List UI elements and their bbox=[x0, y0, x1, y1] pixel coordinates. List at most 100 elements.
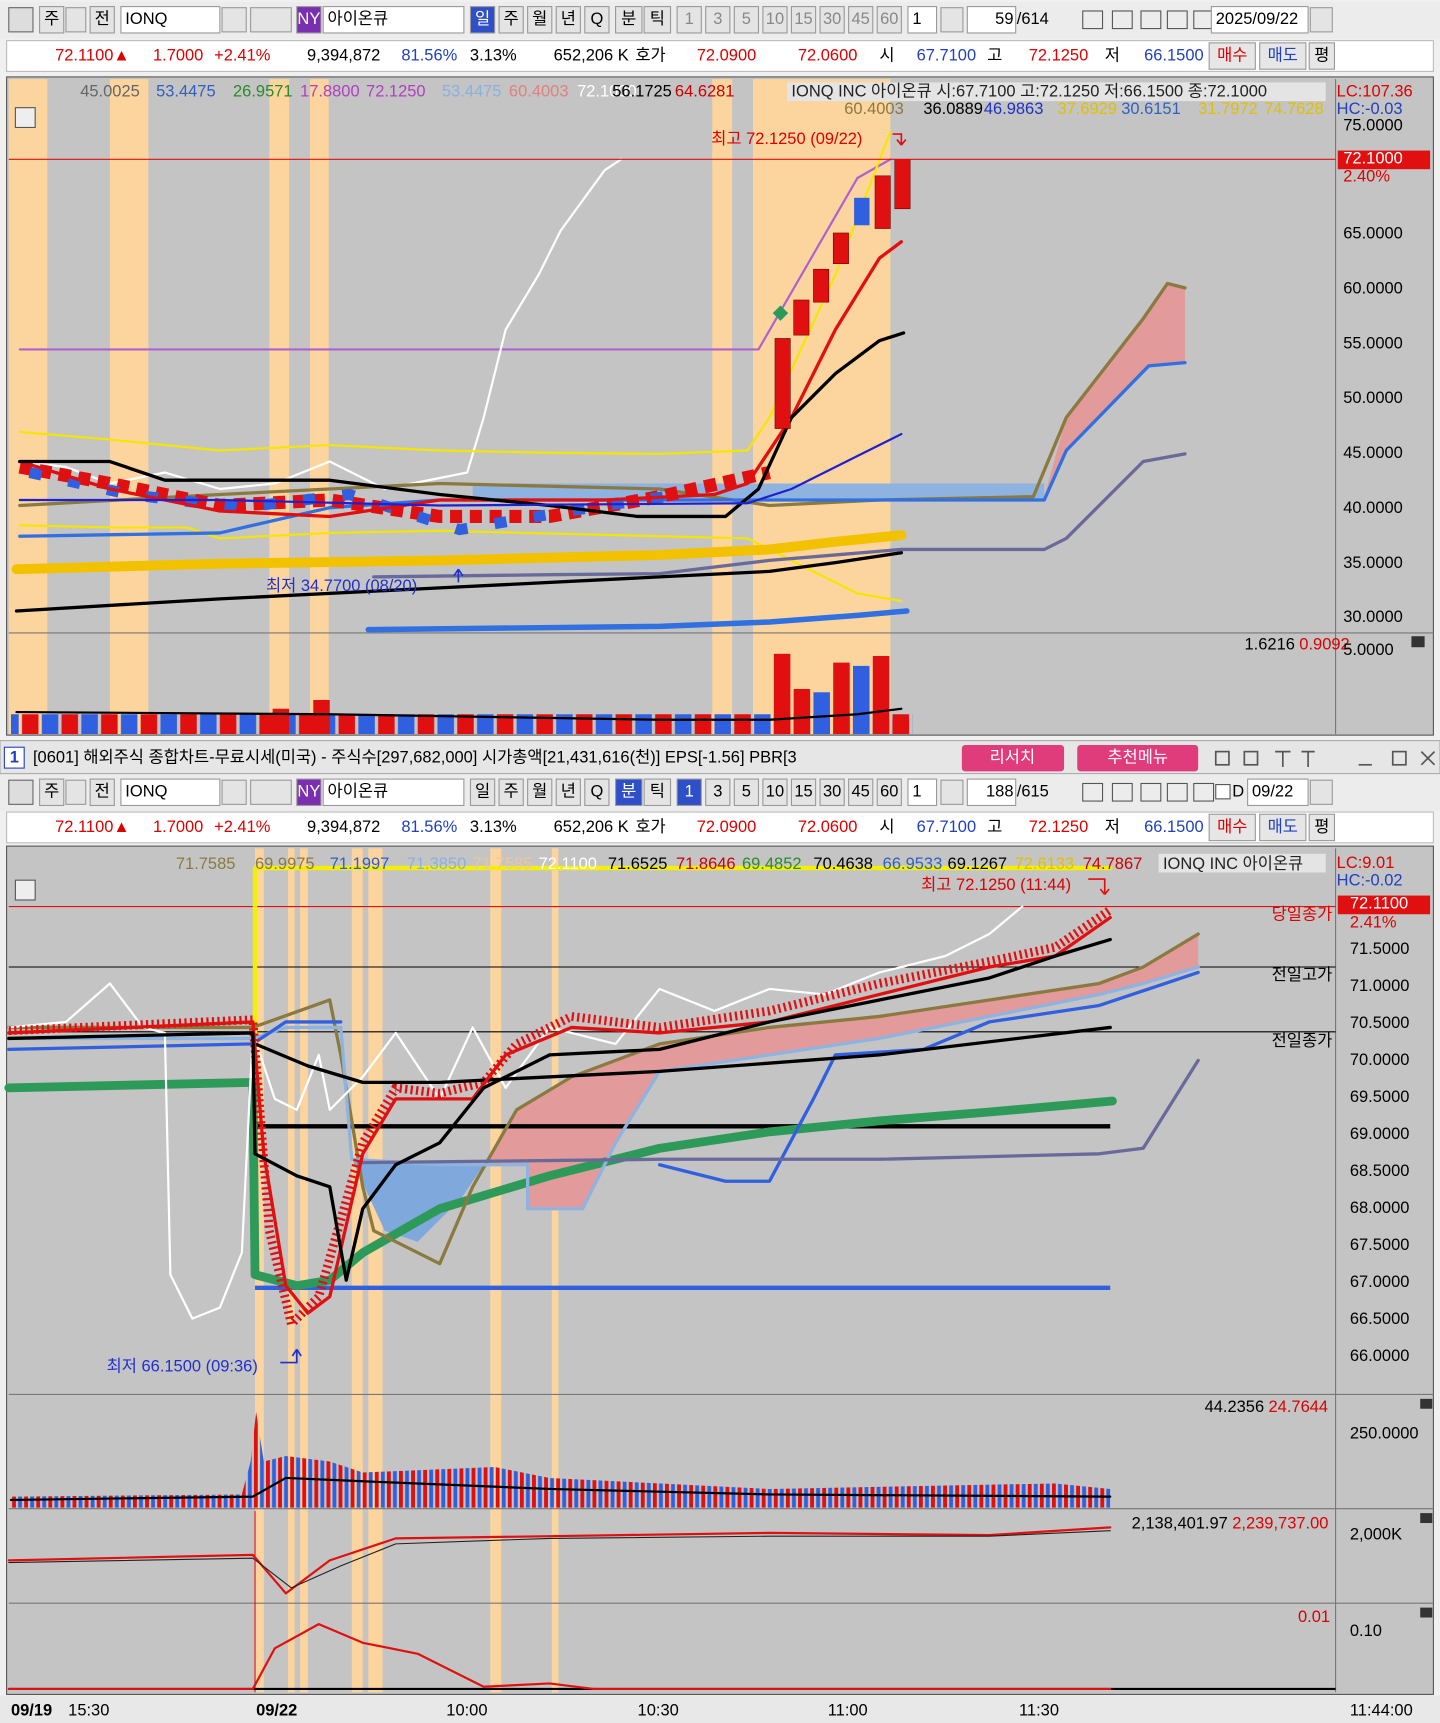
tool-icon bbox=[1111, 10, 1133, 30]
button-label: 주 bbox=[44, 10, 59, 28]
button-label: 년 bbox=[561, 783, 576, 801]
quote-value: +2.41% bbox=[214, 818, 271, 836]
indicator-value: 53.4475 bbox=[442, 83, 502, 101]
field bbox=[733, 778, 760, 807]
field bbox=[120, 778, 221, 807]
field bbox=[1247, 778, 1309, 807]
field bbox=[584, 6, 610, 34]
reference-line-label: 당일종가 bbox=[1272, 906, 1333, 924]
button-label: 매수 bbox=[1217, 818, 1247, 836]
field bbox=[966, 778, 1017, 807]
indicator-value: 74.7628 bbox=[1264, 100, 1324, 118]
button-label: 평 bbox=[1314, 818, 1329, 836]
field bbox=[848, 6, 874, 34]
quote-value: 72.1100▲ bbox=[55, 46, 130, 64]
tool-icon bbox=[1111, 782, 1133, 802]
button-label: 평 bbox=[1314, 46, 1329, 64]
time-axis-label: 09/22 bbox=[256, 1701, 297, 1719]
indicator-value: IONQ INC 아이온큐 시:67.7100 고:72.1250 저:66.1… bbox=[791, 83, 1267, 101]
button-label: 15 bbox=[794, 783, 812, 801]
quote-value: 72.0600 bbox=[798, 46, 858, 64]
field bbox=[705, 6, 731, 34]
high-note: 최고 72.1250 (09/22) bbox=[711, 130, 862, 148]
time-axis-label: 10:00 bbox=[446, 1701, 487, 1719]
quote-value: 72.1250 bbox=[1029, 46, 1089, 64]
indicator-value: 72.1000 bbox=[577, 83, 637, 101]
price-axis-label: 69.0000 bbox=[1350, 1125, 1410, 1143]
button-label: 15 bbox=[794, 10, 812, 28]
window-title: [0601] 해외주식 종합차트-무료시세(미국) - 주식수[297,682,… bbox=[33, 749, 797, 767]
quote-value: 67.7100 bbox=[917, 818, 977, 836]
hc-value: HC:-0.02 bbox=[1337, 872, 1403, 890]
field bbox=[676, 778, 702, 807]
field bbox=[39, 778, 65, 807]
field bbox=[762, 778, 788, 807]
indicator-value: 37.6929 bbox=[1057, 100, 1117, 118]
order-button bbox=[1208, 42, 1256, 70]
indicator-value: 60.4003 bbox=[509, 83, 569, 101]
volume-value: 44.2356 bbox=[1205, 1398, 1265, 1416]
field bbox=[469, 778, 496, 807]
indicator-value: 71.7585 bbox=[473, 855, 533, 873]
field bbox=[907, 778, 938, 807]
field bbox=[1210, 6, 1309, 34]
quote-value: 고 bbox=[987, 46, 1002, 64]
order-button bbox=[1208, 813, 1256, 842]
obv-value: 2,138,401.97 bbox=[1132, 1514, 1228, 1532]
icon-button bbox=[1309, 7, 1333, 33]
current-rate: 2.41% bbox=[1350, 913, 1397, 931]
button-label: Q bbox=[590, 783, 603, 801]
button-label: 30 bbox=[823, 10, 841, 28]
indicator-value: 71.7585 bbox=[176, 855, 236, 873]
price-axis-label: 50.0000 bbox=[1343, 389, 1403, 407]
low-note: 최저 34.7700 (08/20) bbox=[266, 577, 417, 595]
field bbox=[876, 6, 902, 34]
quote-value: 시 bbox=[879, 818, 894, 836]
indicator-value: 30.6151 bbox=[1121, 100, 1181, 118]
field bbox=[615, 6, 643, 34]
indicator-value: 17.8800 bbox=[300, 83, 360, 101]
price-axis-label: 70.0000 bbox=[1350, 1051, 1410, 1069]
field-text: 09/22 bbox=[1252, 783, 1293, 801]
field bbox=[733, 6, 760, 34]
field bbox=[555, 6, 581, 34]
time-axis-label: 11:30 bbox=[1019, 1701, 1059, 1719]
button-label: 10 bbox=[766, 783, 784, 801]
price-axis-label: 55.0000 bbox=[1343, 334, 1403, 352]
time-axis-label: 11:00 bbox=[828, 1701, 868, 1719]
tool-icon bbox=[1082, 782, 1104, 802]
oscillator-value: 0.01 bbox=[1298, 1608, 1330, 1626]
field bbox=[555, 778, 581, 807]
button-label: 추천메뉴 bbox=[1107, 749, 1168, 767]
order-button bbox=[1308, 813, 1336, 842]
quote-value: 72.0900 bbox=[697, 818, 757, 836]
price-axis-label: 67.0000 bbox=[1350, 1273, 1410, 1291]
button-label: 분 bbox=[621, 10, 636, 28]
field bbox=[498, 778, 524, 807]
price-axis-label: 68.0000 bbox=[1350, 1199, 1410, 1217]
indicator-value: 70.4638 bbox=[813, 855, 873, 873]
icon-button bbox=[250, 7, 292, 33]
field-text: IONQ bbox=[125, 783, 167, 801]
quote-value: 652,206 K bbox=[554, 818, 629, 836]
button-label: 전 bbox=[95, 783, 110, 801]
quote-value: 72.1100▲ bbox=[55, 818, 130, 836]
quote-value: 저 bbox=[1105, 818, 1120, 836]
indicator-value: 72.1100 bbox=[539, 855, 597, 873]
quote-value: 66.1500 bbox=[1144, 818, 1204, 836]
low-note: 최저 66.1500 (09:36) bbox=[107, 1357, 258, 1375]
field bbox=[527, 778, 553, 807]
time-axis-label: 15:30 bbox=[68, 1701, 109, 1719]
quote-value: 9,394,872 bbox=[307, 46, 380, 64]
field bbox=[322, 6, 465, 34]
indicator-value: 71.3850 bbox=[407, 855, 467, 873]
field bbox=[527, 6, 553, 34]
button-label: 월 bbox=[532, 783, 547, 801]
tool-icon bbox=[1082, 10, 1104, 30]
lc-value: LC:107.36 bbox=[1337, 83, 1413, 101]
price-axis-label: 66.0000 bbox=[1350, 1347, 1410, 1365]
indicator-value: 66.9533 bbox=[883, 855, 943, 873]
field bbox=[819, 6, 845, 34]
reference-line-label: 전일고가 bbox=[1272, 966, 1333, 984]
chart1-panel bbox=[6, 76, 1434, 736]
